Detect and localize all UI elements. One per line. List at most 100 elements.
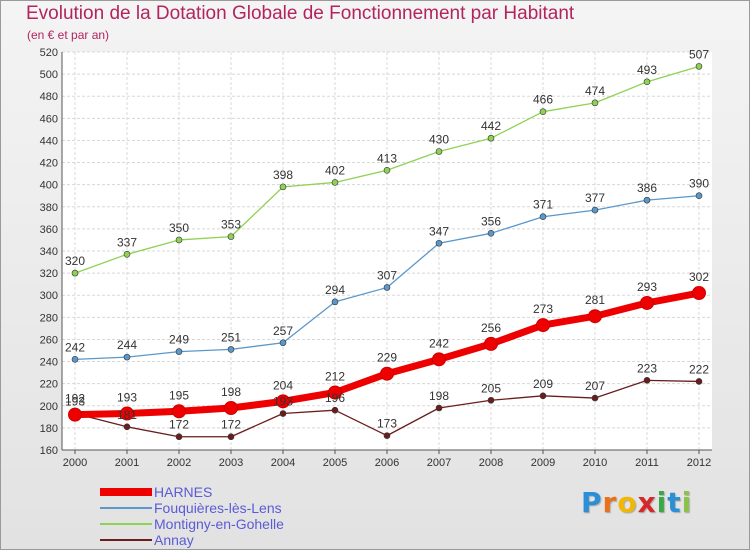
chart-subtitle: (en € et par an) [27,28,110,42]
data-point [224,400,238,415]
data-label: 347 [429,224,449,238]
data-label: 294 [325,283,345,297]
data-label: 466 [533,93,553,107]
data-point [487,134,495,142]
data-point [539,392,547,400]
data-point [695,192,703,200]
data-point [487,230,495,237]
data-point [331,406,339,414]
data-point [435,404,443,412]
data-label: 198 [221,385,241,399]
data-point [539,108,547,115]
data-point [539,213,547,221]
data-label: 205 [481,381,501,395]
x-tick-label: 2004 [271,457,295,469]
data-point [175,348,183,355]
x-tick-label: 2008 [479,457,503,469]
legend-swatch [100,523,152,525]
data-label: 209 [533,377,553,391]
y-tick-label: 400 [40,180,58,192]
data-point [172,404,186,419]
legend-label: HARNES [154,484,213,500]
data-label: 356 [481,214,501,228]
x-tick-label: 2007 [427,457,451,469]
logo-letter: i [681,486,693,519]
data-label: 398 [273,168,293,182]
data-label: 181 [117,408,137,422]
data-label: 371 [533,198,553,212]
data-point [123,353,131,361]
y-tick-label: 420 [40,158,58,170]
logo-letter: P [581,486,603,519]
data-label: 337 [117,235,137,249]
data-point [71,269,79,277]
data-label: 193 [117,391,137,405]
data-point [331,179,339,186]
legend-label: Annay [154,532,194,548]
data-point [484,336,498,351]
data-label: 386 [637,181,657,195]
logo-letter: x [637,486,657,519]
x-tick-label: 2006 [375,457,399,469]
data-point [71,356,79,363]
data-point [227,233,235,240]
data-label: 196 [325,391,345,405]
data-label: 204 [273,378,293,392]
y-tick-label: 480 [40,91,58,103]
data-label: 242 [65,340,85,354]
data-label: 173 [377,417,397,431]
logo-letter: o [617,486,638,519]
data-label: 474 [585,84,605,98]
data-label: 212 [325,370,345,384]
data-label: 207 [585,379,605,393]
logo-letter: i [656,486,668,519]
data-label: 413 [377,151,397,165]
proxiti-logo: Proxiti [581,486,692,519]
logo-letter: r [602,486,618,519]
data-label: 229 [377,351,397,365]
data-point [692,286,706,301]
data-label: 193 [273,395,293,409]
data-point [643,78,651,86]
data-label: 195 [169,388,189,402]
y-tick-label: 320 [40,268,58,280]
data-point [279,183,287,191]
y-tick-label: 380 [40,202,58,214]
data-point [331,298,339,306]
data-point [279,410,287,417]
data-label: 222 [689,362,709,376]
data-label: 353 [221,218,241,232]
legend-label: Fouquières-lès-Lens [154,500,282,516]
y-tick-label: 200 [40,401,58,413]
data-label: 281 [585,293,605,307]
data-point [123,423,131,431]
data-point [68,407,82,422]
legend-swatch [100,539,152,541]
logo-letter: t [667,486,682,519]
data-point [432,352,446,367]
data-point [588,309,602,324]
data-label: 256 [481,321,501,335]
chart-title: Evolution de la Dotation Globale de Fonc… [26,3,575,24]
x-tick-label: 2011 [635,457,659,469]
data-point [328,385,342,400]
y-tick-label: 160 [40,445,58,457]
data-point [383,166,391,174]
y-tick-label: 220 [40,379,58,391]
x-tick-label: 2010 [583,457,607,469]
data-label: 377 [585,191,605,205]
y-tick-label: 300 [40,290,58,302]
data-point [383,432,391,439]
data-label: 192 [65,392,85,406]
data-point [175,236,183,244]
data-label: 249 [169,333,189,347]
x-tick-label: 2002 [167,457,191,469]
data-label: 244 [117,338,137,352]
data-point [435,239,443,247]
y-tick-label: 340 [40,246,58,258]
data-label: 402 [325,163,345,177]
y-tick-label: 180 [40,423,58,435]
data-point [643,377,651,384]
y-tick-label: 240 [40,357,58,369]
data-point [695,63,703,70]
